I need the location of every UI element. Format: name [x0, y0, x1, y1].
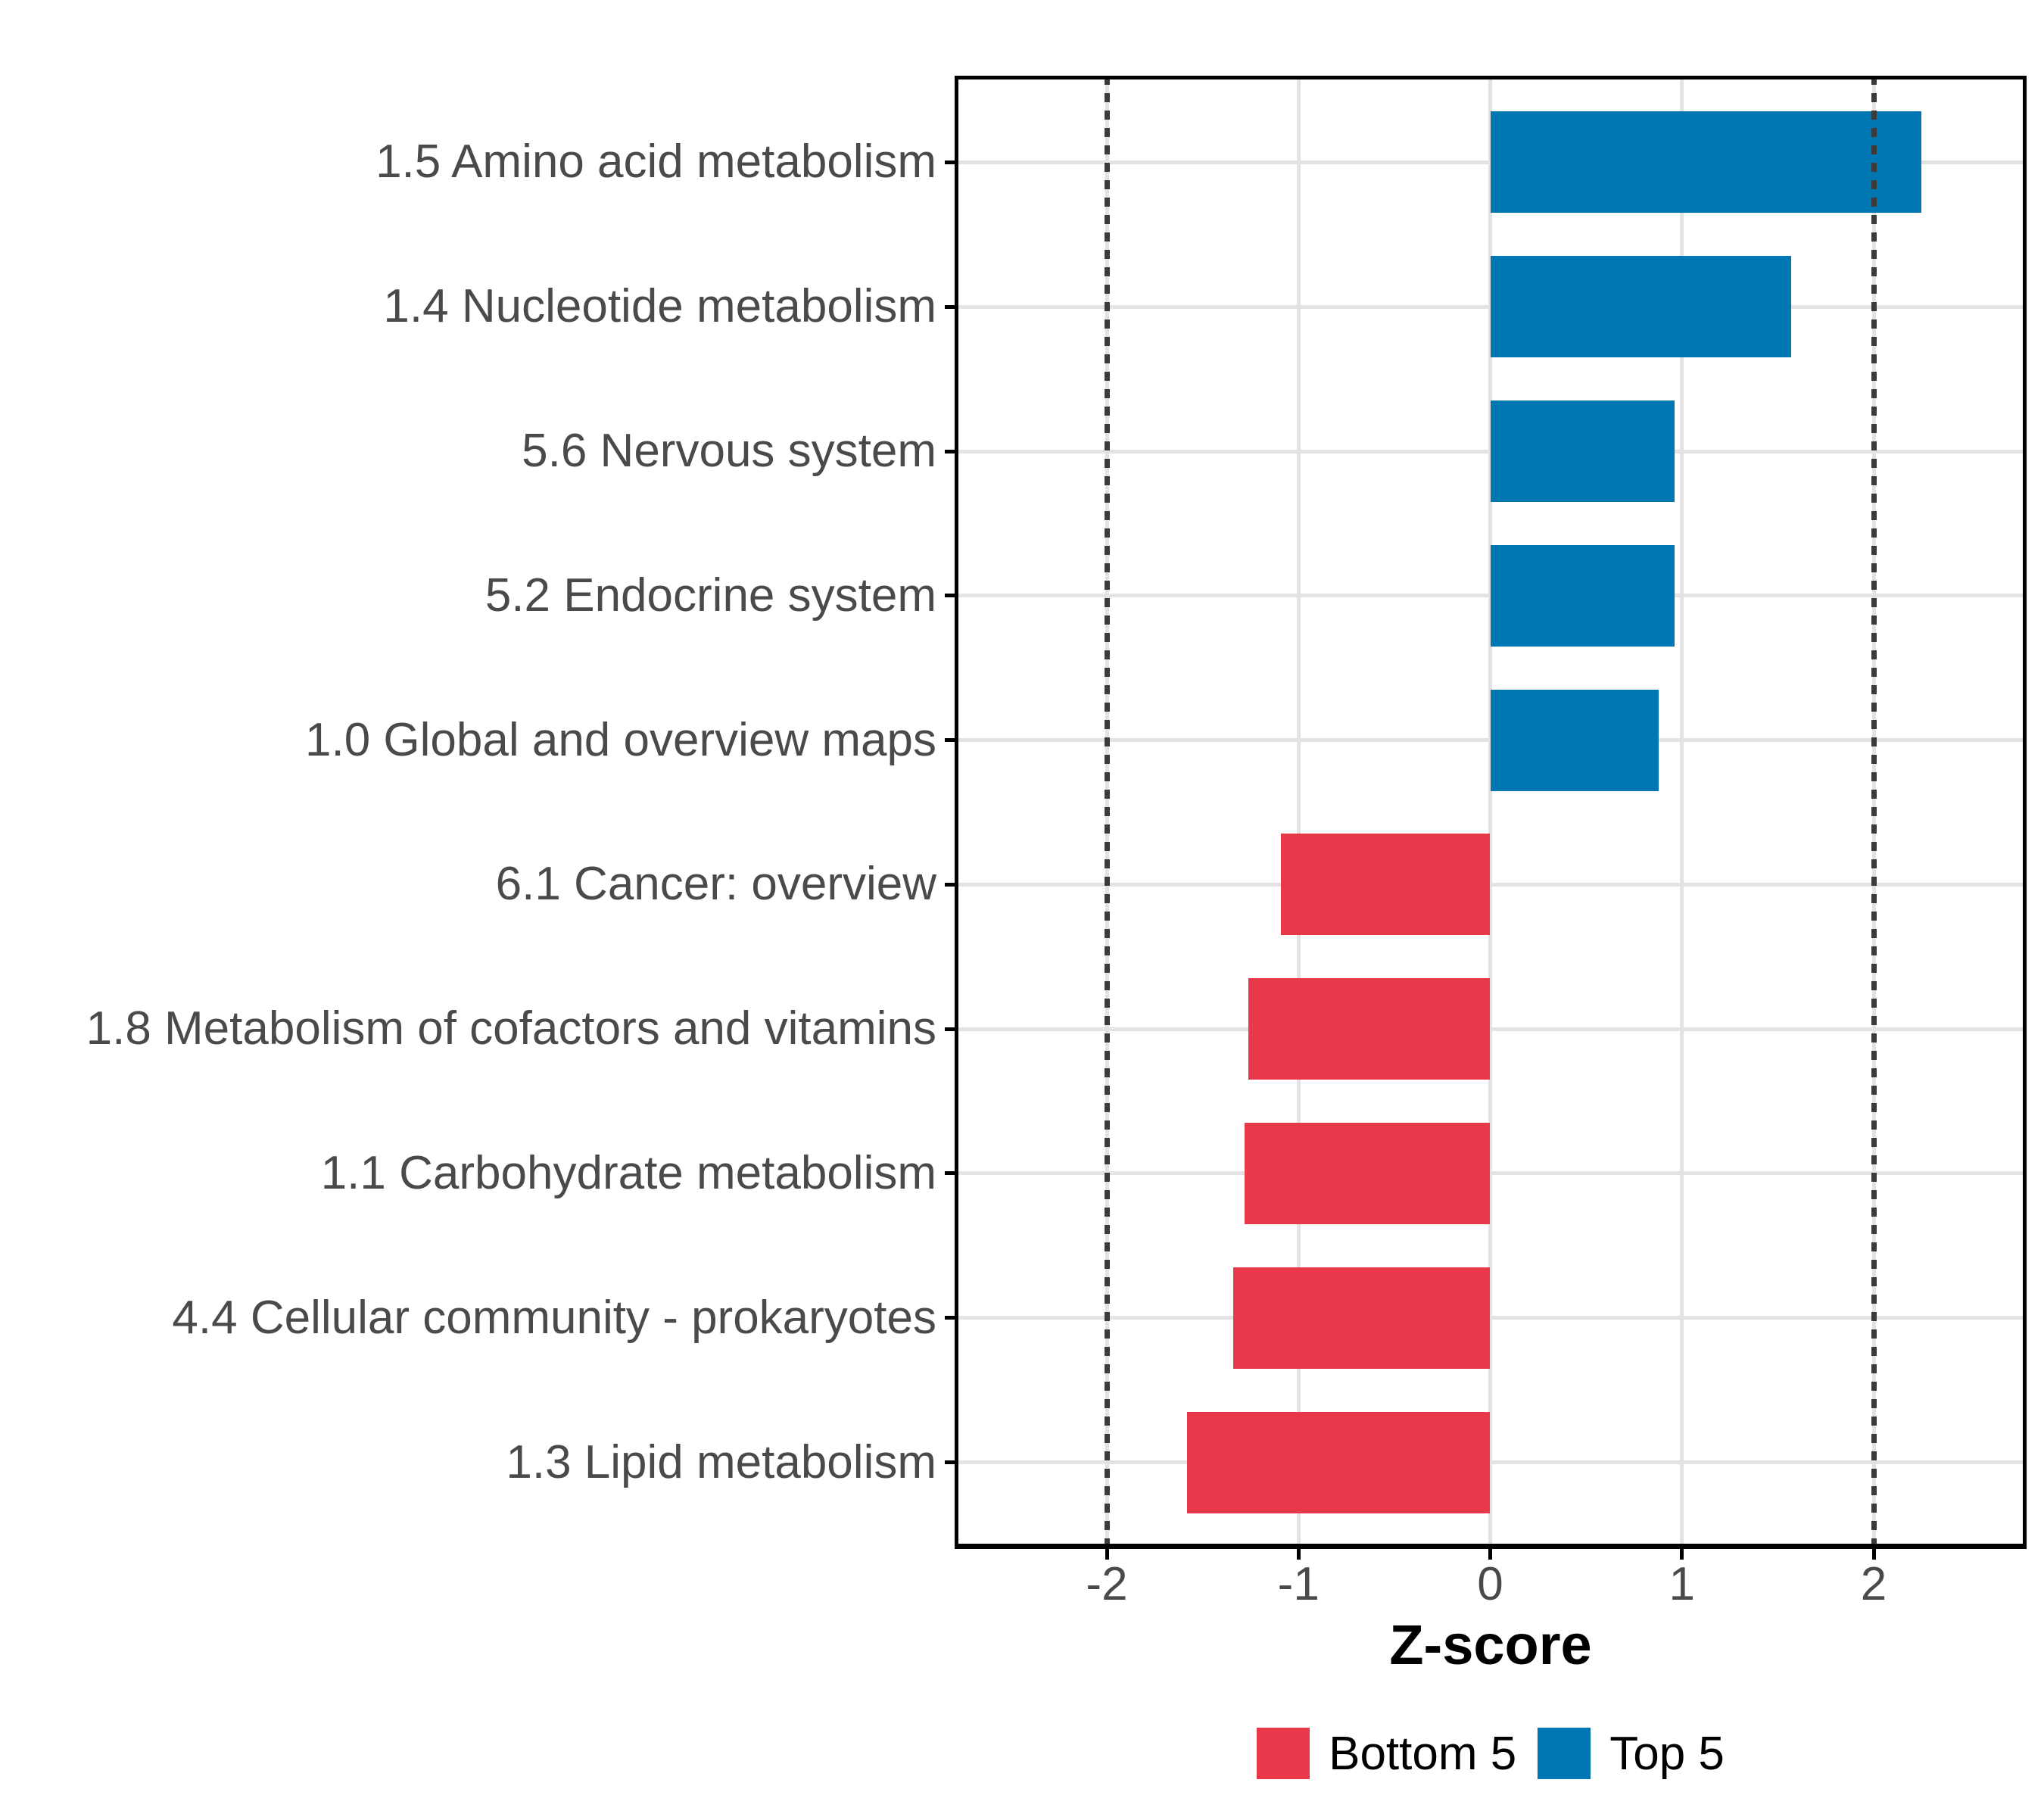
bar-top5	[1490, 111, 1922, 213]
x-axis-tick	[1680, 1549, 1684, 1560]
x-axis-tick	[1871, 1549, 1876, 1560]
y-axis-tick	[945, 1460, 955, 1465]
legend-swatch-bottom5	[1257, 1728, 1310, 1779]
vertical-gridline-1	[1680, 76, 1684, 1549]
x-axis-tick	[1105, 1549, 1109, 1560]
y-axis-tick	[945, 1316, 955, 1320]
legend-label-top5: Top 5	[1609, 1727, 1725, 1780]
y-axis-tick	[945, 1171, 955, 1176]
x-axis-title: Z-score	[1389, 1613, 1592, 1676]
bar-bottom5	[1233, 1267, 1491, 1369]
legend-swatch-top5	[1538, 1728, 1591, 1779]
x-axis-tick-label: 1	[1669, 1558, 1695, 1610]
horizontal-gridline	[955, 1316, 2027, 1320]
category-label: 5.6 Nervous system	[522, 425, 936, 478]
x-axis-tick-label: -1	[1277, 1558, 1320, 1610]
plot-panel	[955, 76, 2027, 1549]
x-axis-tick-label: 0	[1477, 1558, 1503, 1610]
y-axis-tick	[945, 304, 955, 309]
bar-top5	[1490, 256, 1792, 358]
legend: Bottom 5 Top 5	[955, 1726, 2027, 1781]
x-axis-tick-label: -2	[1086, 1558, 1128, 1610]
category-label: 5.2 Endocrine system	[485, 569, 936, 622]
y-axis-tick	[945, 1027, 955, 1031]
horizontal-gridline	[955, 882, 2027, 887]
bar-top5	[1490, 689, 1659, 791]
legend-item-top5: Top 5	[1538, 1727, 1725, 1781]
horizontal-gridline	[955, 1171, 2027, 1176]
horizontal-gridline	[955, 1460, 2027, 1465]
bar-top5	[1490, 544, 1675, 647]
bar-bottom5	[1281, 834, 1491, 936]
category-label: 1.8 Metabolism of cofactors and vitamins	[86, 1002, 936, 1055]
y-axis-tick	[945, 738, 955, 743]
category-label: 1.0 Global and overview maps	[304, 713, 936, 766]
bar-top5	[1490, 400, 1675, 503]
category-label: 1.4 Nucleotide metabolism	[383, 280, 936, 333]
category-label: 1.1 Carbohydrate metabolism	[320, 1146, 936, 1199]
legend-item-bottom5: Bottom 5	[1257, 1727, 1516, 1781]
category-label: 1.3 Lipid metabolism	[506, 1435, 936, 1488]
x-axis-tick	[1296, 1549, 1301, 1560]
category-label: 1.5 Amino acid metabolism	[375, 136, 936, 189]
vertical-gridline--1	[1296, 76, 1301, 1549]
y-axis-tick	[945, 594, 955, 598]
x-axis-tick-label: 2	[1860, 1558, 1887, 1610]
bar-bottom5	[1187, 1411, 1491, 1513]
legend-label-bottom5: Bottom 5	[1329, 1727, 1517, 1780]
y-axis-tick	[945, 160, 955, 164]
bar-bottom5	[1248, 978, 1491, 1080]
reference-line--2	[1104, 76, 1110, 1549]
y-axis-tick	[945, 449, 955, 453]
x-axis-tick	[1488, 1549, 1492, 1560]
category-label: 4.4 Cellular community - prokaryotes	[172, 1291, 936, 1344]
vertical-gridline-0	[1488, 76, 1492, 1549]
category-label: 6.1 Cancer: overview	[495, 858, 936, 911]
reference-line-2	[1871, 76, 1877, 1549]
y-axis-tick	[945, 882, 955, 887]
bar-bottom5	[1245, 1122, 1491, 1224]
horizontal-gridline	[955, 1027, 2027, 1031]
